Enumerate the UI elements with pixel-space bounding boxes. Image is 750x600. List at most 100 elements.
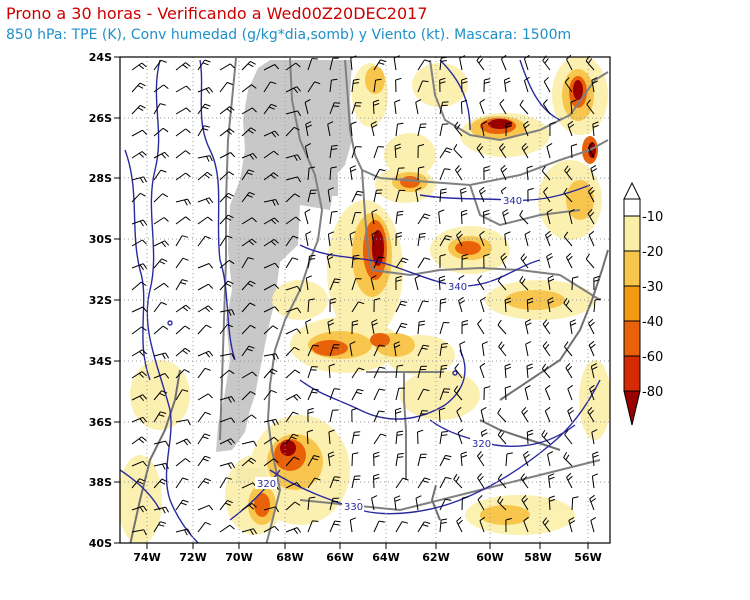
wind-barb-feather — [589, 494, 595, 500]
wind-barb-feather — [400, 260, 407, 264]
wind-barb-feather — [350, 168, 357, 172]
wind-barb — [417, 477, 425, 489]
wind-barb-feather — [394, 344, 401, 348]
wind-barb-feather — [158, 414, 165, 417]
wind-barb — [175, 279, 183, 291]
lat-label: 36S — [89, 416, 112, 429]
wind-barb — [263, 130, 276, 137]
wind-barb-feather — [419, 236, 426, 238]
wind-barb — [241, 391, 251, 401]
wind-barb — [590, 168, 595, 181]
wind-barb — [304, 146, 309, 159]
wind-barb — [241, 482, 254, 489]
wind-barb — [570, 102, 573, 115]
wind-barb — [519, 215, 529, 225]
wind-barb-feather — [162, 193, 169, 198]
wind-barb — [329, 498, 334, 511]
wind-barb — [153, 127, 164, 137]
wind-barb — [414, 278, 419, 291]
wind-barb-feather — [591, 429, 598, 433]
wind-barb — [395, 212, 398, 225]
wind-barb — [585, 258, 595, 269]
wind-barb-feather — [209, 155, 213, 162]
wind-barb — [241, 371, 253, 379]
wind-barb-feather — [226, 108, 232, 113]
wind-barb — [285, 235, 294, 247]
wind-barb-feather — [250, 324, 256, 329]
wind-barb-feather — [160, 169, 167, 173]
wind-barb-feather — [378, 62, 385, 65]
wind-barb — [523, 58, 529, 71]
wind-barb-feather — [505, 366, 512, 370]
wind-barb — [497, 478, 507, 489]
wind-barb — [131, 219, 144, 225]
wind-barb-feather — [292, 411, 299, 415]
wind-barb — [285, 393, 297, 401]
wind-barb-feather — [370, 121, 377, 125]
wind-barb — [519, 104, 529, 115]
wind-barb-feather — [328, 429, 335, 433]
wind-barb — [263, 172, 274, 181]
wind-barb — [305, 278, 309, 291]
wind-barb-feather — [445, 235, 452, 238]
wind-barb-feather — [249, 302, 256, 307]
wind-barb-feather — [459, 300, 465, 305]
wind-barb — [241, 192, 250, 203]
wind-barb-feather — [334, 520, 341, 523]
wind-barb-feather — [523, 516, 529, 522]
wind-barb — [395, 190, 400, 203]
colorbar-label: -30 — [642, 280, 663, 295]
wind-barb-feather — [248, 129, 254, 134]
wind-barb-feather — [567, 255, 573, 261]
wind-barb — [373, 475, 375, 489]
wind-barb-feather — [294, 501, 301, 506]
wind-barb — [565, 257, 573, 269]
wind-barb — [153, 440, 166, 445]
wind-barb — [197, 171, 208, 181]
wind-barb — [588, 344, 595, 357]
wind-barb — [153, 103, 161, 115]
wind-barb — [500, 168, 507, 181]
wind-barb — [307, 168, 310, 181]
colorbar-segment — [623, 320, 641, 357]
wind-barb — [497, 501, 507, 511]
lon-label: 72W — [179, 551, 206, 564]
wind-barb-feather — [379, 366, 386, 369]
wind-barb-feather — [184, 369, 190, 373]
wind-barb — [479, 520, 485, 533]
wind-barb-feather — [588, 186, 594, 192]
wind-barb — [175, 419, 188, 423]
wind-barb-feather — [186, 438, 192, 445]
wind-barb-feather — [274, 64, 280, 70]
wind-barb — [327, 234, 331, 247]
wind-barb-feather — [349, 231, 356, 235]
wind-barb-feather — [269, 371, 276, 375]
wind-barb-feather — [397, 456, 404, 458]
wind-barb-feather — [274, 306, 280, 312]
wind-barb — [351, 256, 354, 269]
wind-barb-feather — [380, 433, 387, 437]
wind-barb-feather — [373, 455, 380, 458]
wind-barb — [351, 476, 355, 489]
wind-barb — [351, 190, 358, 203]
wind-barb-feather — [327, 256, 334, 261]
wind-barb — [373, 433, 382, 445]
wind-barb — [587, 191, 595, 203]
wind-barb — [523, 520, 529, 533]
wind-barb-feather — [185, 128, 191, 134]
wind-barb-feather — [461, 257, 468, 260]
lon-label: 70W — [225, 551, 252, 564]
wind-barb-feather — [375, 78, 382, 81]
wind-barb-feather — [481, 432, 488, 437]
wind-barb-feather — [373, 477, 380, 480]
wind-barb-feather — [204, 235, 211, 239]
wind-barb — [285, 501, 296, 511]
wind-barb-feather — [497, 473, 503, 480]
wind-barb — [483, 211, 485, 225]
wind-barb — [394, 409, 397, 423]
wind-barb-feather — [589, 211, 595, 217]
contour-labels: 340 340 320 320 330 — [255, 194, 523, 513]
wind-barb-feather — [163, 84, 169, 89]
wind-barb-feather — [330, 166, 337, 169]
wind-barb — [504, 365, 507, 379]
